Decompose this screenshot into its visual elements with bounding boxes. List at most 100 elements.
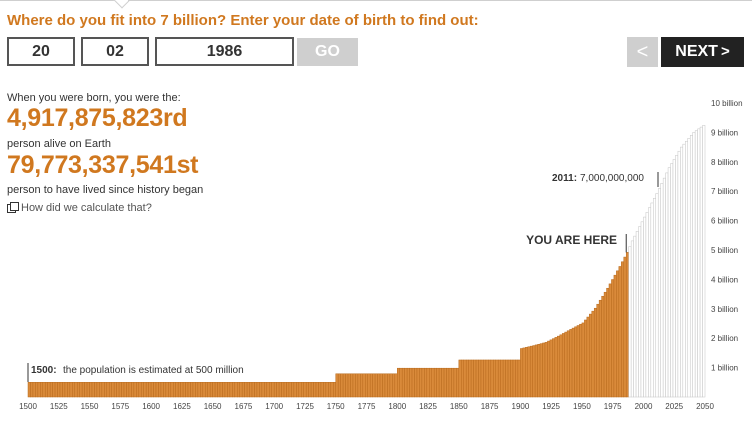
population-bar — [296, 382, 300, 398]
population-bar — [611, 279, 615, 398]
population-bar — [57, 382, 61, 398]
next-button[interactable]: NEXT > — [661, 37, 744, 67]
population-bar — [382, 373, 386, 398]
population-bar — [44, 382, 48, 398]
history-label: person to have lived since history began — [7, 184, 204, 196]
population-bar — [409, 367, 413, 398]
population-bar — [54, 382, 58, 398]
x-tick-label: 1525 — [50, 402, 68, 411]
population-bar — [675, 155, 679, 398]
y-tick-label: 5 billion — [711, 246, 738, 255]
population-bar — [397, 367, 400, 398]
population-bar — [507, 359, 511, 398]
population-bar — [584, 319, 588, 398]
x-tick-label: 1500 — [19, 402, 37, 411]
population-bar — [303, 382, 307, 398]
population-bar — [601, 295, 605, 398]
x-tick-label: 1600 — [142, 402, 160, 411]
population-bar — [510, 359, 514, 398]
population-bar — [323, 382, 327, 398]
population-bar — [200, 382, 204, 398]
x-tick-label: 1750 — [327, 402, 345, 411]
population-bar — [69, 382, 73, 398]
y-axis-ticks: 1 billion 2 billion 3 billion 4 billion 5 bi… — [711, 99, 743, 373]
popup-window-icon — [7, 202, 19, 213]
top-divider — [0, 0, 752, 9]
population-bar — [443, 367, 447, 398]
population-bar — [401, 367, 405, 398]
population-bar — [505, 359, 509, 398]
population-bar — [416, 367, 420, 398]
population-bar — [340, 373, 344, 398]
population-bar — [640, 221, 644, 398]
population-bar — [559, 334, 563, 398]
population-bar — [552, 338, 556, 398]
population-bar — [379, 373, 383, 398]
population-bar — [207, 382, 211, 398]
population-bar — [259, 382, 263, 398]
population-bar — [118, 382, 122, 398]
population-bar — [586, 316, 590, 398]
population-bar — [214, 382, 218, 398]
population-bar — [261, 382, 265, 398]
population-bar — [269, 382, 272, 398]
population-bar — [79, 382, 83, 398]
population-bar — [301, 382, 304, 398]
population-bar — [239, 382, 243, 398]
population-bar — [453, 367, 457, 398]
population-bar — [325, 382, 329, 398]
population-bar — [251, 382, 255, 398]
population-bar — [177, 382, 181, 398]
go-button[interactable]: GO — [297, 38, 358, 66]
population-bar — [470, 359, 474, 398]
population-bar — [173, 382, 176, 398]
population-bar — [650, 202, 654, 398]
x-tick-label: 1800 — [388, 402, 406, 411]
population-bar — [643, 216, 647, 398]
y-tick-label: 6 billion — [711, 217, 738, 226]
population-bar — [665, 172, 669, 398]
y-tick-label: 8 billion — [711, 158, 738, 167]
how-calculated-link[interactable]: How did we calculate that? — [7, 202, 152, 214]
population-bar — [320, 382, 324, 398]
population-bar — [670, 163, 674, 398]
population-bar — [192, 382, 196, 398]
population-bar — [217, 382, 221, 398]
population-bar — [677, 150, 681, 398]
population-bar — [596, 303, 600, 398]
population-bar — [365, 373, 368, 398]
population-bar — [106, 382, 110, 398]
alive-label: person alive on Earth — [7, 138, 111, 150]
population-bar — [64, 382, 68, 398]
year-input[interactable] — [155, 37, 294, 66]
population-bar — [613, 274, 617, 398]
population-bar — [591, 310, 595, 398]
born-label: When you were born, you were the: — [7, 92, 181, 104]
population-bar — [308, 382, 312, 398]
population-bar — [305, 382, 309, 398]
x-tick-label: 1850 — [450, 402, 468, 411]
day-input[interactable] — [7, 37, 75, 66]
month-input[interactable] — [81, 37, 149, 66]
population-bar — [30, 382, 34, 398]
population-bar — [35, 382, 39, 398]
population-bar — [406, 367, 410, 398]
x-tick-label: 1900 — [512, 402, 530, 411]
population-bar — [310, 382, 314, 398]
population-bar — [52, 382, 56, 398]
population-bar — [136, 382, 140, 398]
population-bar — [276, 382, 280, 398]
population-bar — [589, 313, 592, 398]
population-bar — [529, 345, 533, 398]
population-bar — [128, 382, 132, 398]
population-bar — [350, 373, 354, 398]
prev-button[interactable]: < — [627, 37, 658, 67]
population-bar — [131, 382, 135, 398]
population-bar — [237, 382, 240, 398]
population-bar — [227, 382, 231, 398]
population-bar — [539, 343, 543, 398]
population-bar — [608, 283, 612, 398]
population-bar — [697, 128, 701, 398]
population-bar — [116, 382, 120, 398]
population-bar — [155, 382, 159, 398]
